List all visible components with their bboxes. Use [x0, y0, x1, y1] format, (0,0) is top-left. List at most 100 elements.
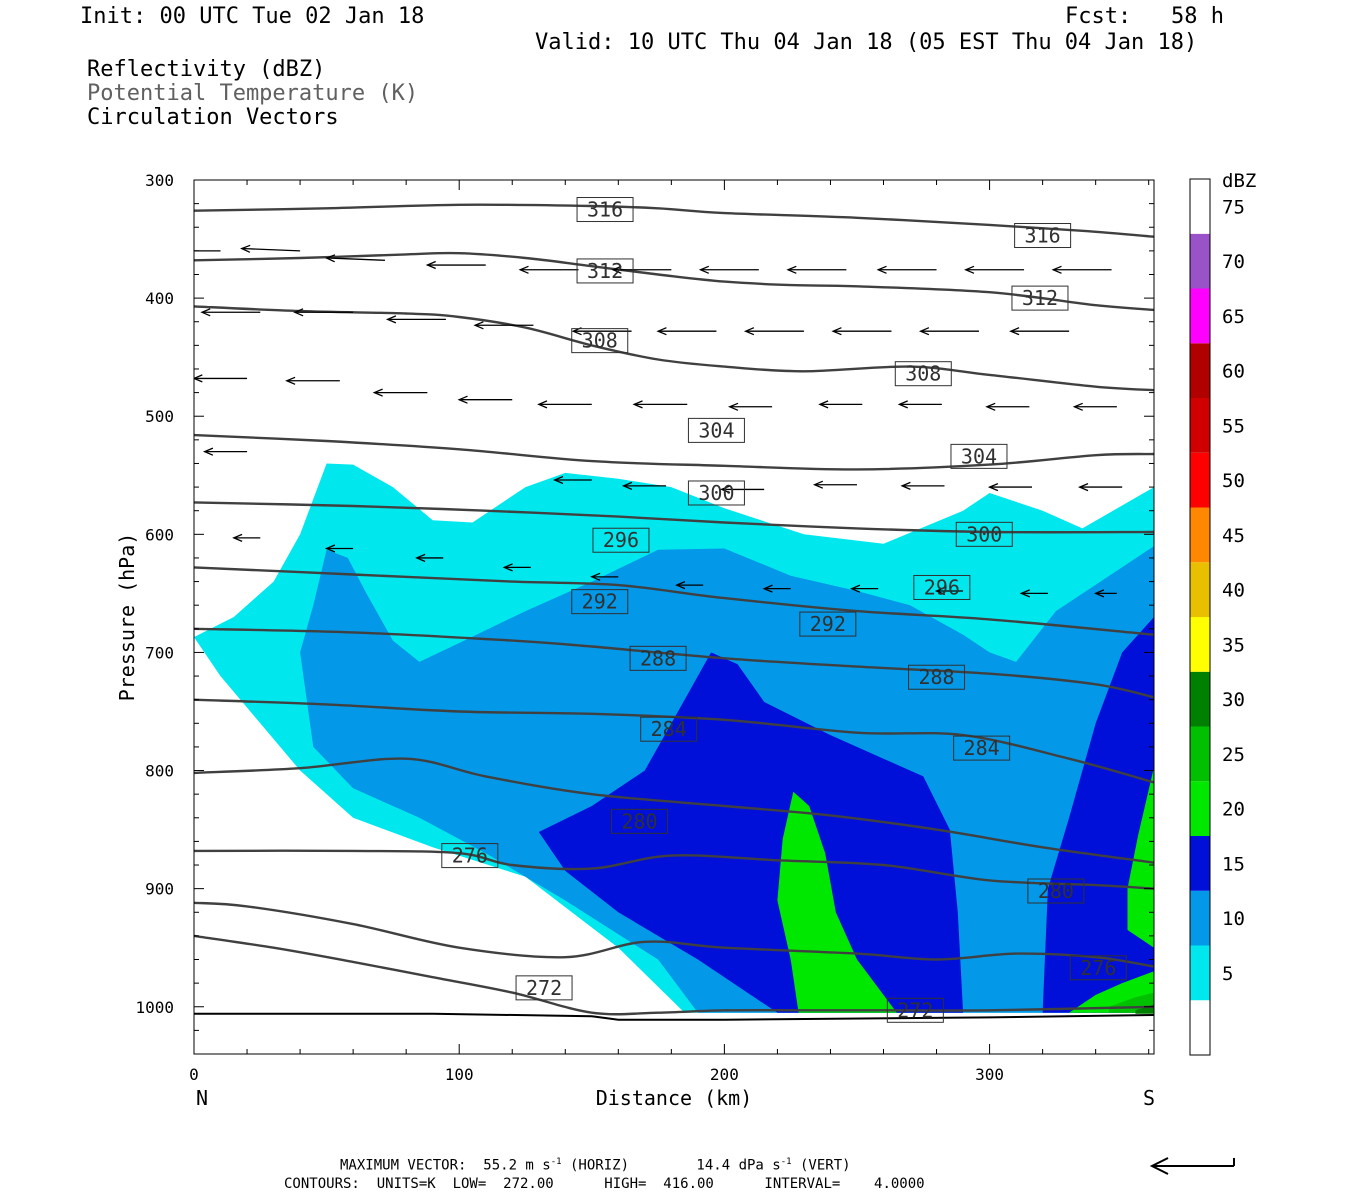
theta-contour-280: [194, 849, 1154, 890]
circulation-vector: [1078, 483, 1123, 492]
circulation-vector: [698, 265, 759, 274]
contour-label-288: 288: [908, 664, 966, 690]
theta-contour-316: [194, 203, 1154, 238]
circulation-vector: [240, 244, 301, 253]
circulation-vector: [786, 265, 847, 274]
circulation-vector: [656, 327, 717, 336]
axes: 300 400 500 600 700 800 900 1000 0 100 200 300: [135, 171, 1155, 1084]
contour-label-text: 316: [1025, 224, 1061, 248]
x-axis-title: Distance (km): [596, 1086, 753, 1110]
colorbar-unit-label: dBZ: [1222, 170, 1256, 192]
contour-label-284: 284: [640, 716, 698, 742]
circulation-vector: [985, 402, 1030, 411]
init-time-label: Init: 00 UTC Tue 02 Jan 18: [80, 4, 425, 29]
colorbar-block-below-5: [1190, 1000, 1210, 1055]
contour-labels: 316 316 312 312 308 308 304 304 300 300 296 296 292 2…: [441, 197, 1127, 1023]
theta-contour-288: [194, 698, 1154, 784]
circulation-vector: [675, 581, 704, 590]
contour-label-296: 296: [913, 574, 971, 600]
x-tick-label: 300: [975, 1065, 1004, 1084]
field-potential-temperature-label: Potential Temperature (K): [87, 81, 419, 106]
contour-label-316: 316: [576, 197, 634, 223]
colorbar-block-25: [1190, 726, 1210, 782]
circulation-vector: [324, 254, 385, 263]
circulation-vector: [1019, 589, 1048, 598]
y-axis-title: Pressure (hPa): [115, 533, 139, 702]
colorbar-block-70: [1190, 233, 1210, 289]
theta-contour-308: [194, 305, 1154, 392]
contour-label-text: 316: [587, 198, 623, 222]
contour-label-text: 276: [1080, 956, 1116, 980]
circulation-vector: [611, 265, 672, 274]
contour-label-272: 272: [515, 975, 573, 1001]
circulation-vector: [897, 400, 942, 409]
contour-label-text: 288: [640, 646, 676, 670]
contour-label-text: 272: [897, 998, 933, 1022]
contour-label-316: 316: [1014, 223, 1072, 249]
y-tick-label: 500: [145, 407, 174, 426]
colorbar-block-40: [1190, 562, 1210, 617]
theta-contour-276: [194, 901, 1154, 968]
circulation-vector: [1072, 402, 1117, 411]
contour-label-text: 288: [918, 665, 954, 689]
colorbar-block-35: [1190, 617, 1210, 672]
colorbar-label-40: 40: [1222, 580, 1245, 602]
circulation-vector: [964, 265, 1025, 274]
colorbar-block-60: [1190, 343, 1210, 398]
theta-contour-292: [194, 627, 1154, 699]
contour-label-312: 312: [1011, 285, 1069, 311]
circulation-vector: [415, 553, 444, 563]
dbz-region-20-6: [1127, 767, 1154, 948]
colorbar-label-55: 55: [1222, 415, 1245, 437]
contour-label-308: 308: [571, 328, 629, 354]
contour-label-text: 312: [587, 259, 623, 283]
contour-label-text: 284: [964, 736, 1000, 760]
y-tick-label: 900: [145, 880, 174, 899]
theta-contour-300: [194, 501, 1154, 534]
contour-label-text: 272: [526, 976, 562, 1000]
max-vector-sup-a: -1: [550, 1157, 562, 1167]
contour-label-text: 308: [905, 362, 941, 386]
contour-label-276: 276: [441, 843, 499, 869]
max-vector-text-b: (HORIZ) 14.4 dPa s: [561, 1157, 781, 1174]
circulation-vector: [518, 265, 579, 274]
theta-contour-272: [194, 934, 1154, 1016]
theta-contour-284: [194, 757, 1154, 864]
circulation-vector: [293, 308, 354, 317]
colorbar-block-75: [1190, 179, 1210, 234]
contour-label-text: 296: [603, 528, 639, 552]
circulation-vector: [850, 584, 879, 593]
theta-contour-296: [194, 566, 1154, 636]
field-reflectivity-label: Reflectivity (dBZ): [87, 57, 326, 82]
circulation-vector: [372, 388, 428, 397]
contour-label-text: 300: [966, 522, 1002, 546]
colorbar-block-65: [1190, 288, 1210, 344]
circulation-vector: [457, 395, 513, 404]
x-tick-label: 0: [189, 1065, 199, 1084]
colorbar-label-60: 60: [1222, 361, 1245, 383]
contour-label-text: 308: [582, 329, 618, 353]
circulation-vector: [232, 533, 261, 542]
circulation-vector: [590, 572, 619, 581]
colorbar-block-55: [1190, 398, 1210, 453]
colorbar-label-20: 20: [1222, 799, 1245, 821]
potential-temperature-contours: [194, 203, 1154, 1016]
contour-label-284: 284: [953, 735, 1011, 761]
circulation-vector: [385, 315, 446, 324]
circulation-vector: [831, 327, 892, 336]
colorbar-label-15: 15: [1222, 853, 1245, 875]
circulation-vector: [1009, 327, 1070, 336]
colorbar-label-50: 50: [1222, 470, 1245, 492]
circulation-vector: [1051, 265, 1112, 274]
circulation-vector: [900, 481, 945, 490]
contour-label-text: 304: [961, 444, 997, 468]
circulation-vector: [632, 400, 688, 409]
circulation-vector: [743, 327, 804, 336]
max-vector-sup-b: -1: [780, 1157, 792, 1167]
terrain-layer: [194, 1012, 1155, 1021]
max-vector-text-c: (VERT): [791, 1157, 851, 1174]
circulation-vector: [818, 400, 863, 409]
reflectivity-fill-layer: [194, 463, 1154, 1014]
circulation-vector: [473, 321, 534, 330]
